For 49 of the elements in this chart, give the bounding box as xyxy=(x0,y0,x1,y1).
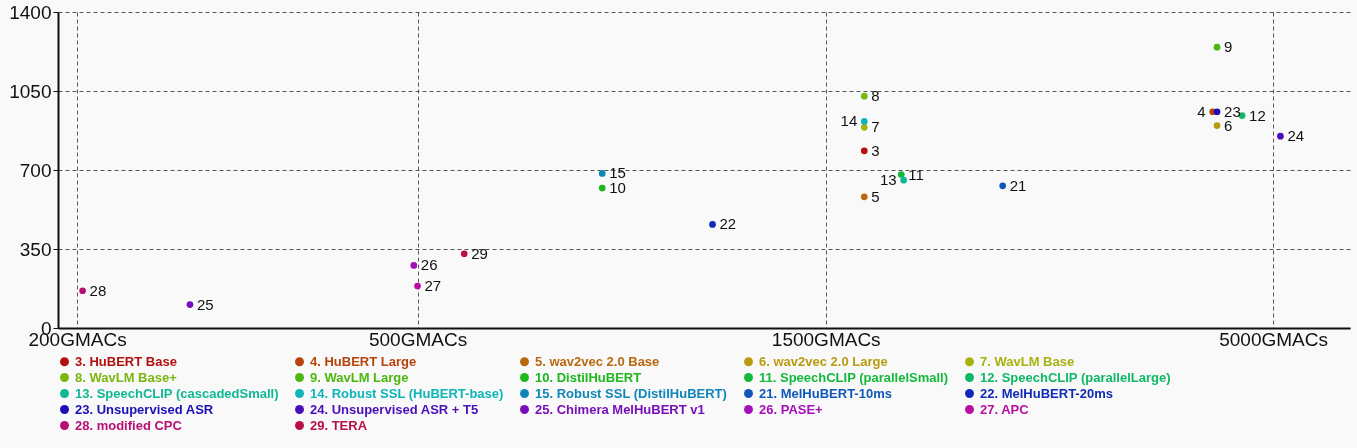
legend-label: 23. Unsupervised ASR xyxy=(75,401,214,417)
annotation: 12 xyxy=(1249,106,1266,124)
legend-label: 21. MelHuBERT-10ms xyxy=(759,385,892,401)
legend-label: 28. modified CPC xyxy=(75,417,183,433)
y-tick-label: 700 xyxy=(19,159,52,181)
annotation: 8 xyxy=(871,87,880,105)
annotation: 11 xyxy=(908,165,924,183)
annotation: 7 xyxy=(871,118,880,136)
annotation: 26 xyxy=(420,256,438,274)
annotation: 29 xyxy=(471,244,488,262)
annotation: 5 xyxy=(871,187,880,205)
legend-label: 24. Unsupervised ASR + T5 xyxy=(310,401,479,417)
legend-label: 8. WavLM Base+ xyxy=(75,369,178,385)
y-tick-label: 1400 xyxy=(9,1,52,23)
x-tick-label: 500GMACs xyxy=(368,328,468,350)
annotation: 21 xyxy=(1009,176,1027,194)
annotation: 3 xyxy=(871,141,880,159)
legend-label: 7. WavLM Base xyxy=(980,353,1075,369)
legend-label: 10. DistilHuBERT xyxy=(535,369,642,385)
legend-label: 4. HuBERT Large xyxy=(310,353,417,369)
annotation: 13 xyxy=(879,171,897,189)
annotation: 9 xyxy=(1224,38,1233,56)
annotation: 28 xyxy=(89,281,107,299)
legend-label: 22. MelHuBERT-20ms xyxy=(980,385,1113,401)
legend-label: 27. APC xyxy=(980,401,1030,417)
legend-label: 11. SpeechCLIP (parallelSmall) xyxy=(759,369,949,385)
y-tick-label: 350 xyxy=(19,238,52,260)
legend-label: 13. SpeechCLIP (cascadedSmall) xyxy=(75,385,279,401)
annotation: 25 xyxy=(196,295,214,313)
annotation: 15 xyxy=(609,164,626,182)
legend-label: 29. TERA xyxy=(310,417,368,433)
legend-label: 14. Robust SSL (HuBERT-base) xyxy=(310,385,504,401)
legend-label: 12. SpeechCLIP (parallelLarge) xyxy=(980,369,1171,385)
legend-label: 9. WavLM Large xyxy=(310,369,409,385)
annotation: 24 xyxy=(1287,127,1305,145)
y-tick-label: 1050 xyxy=(9,80,52,102)
legend-label: 5. wav2vec 2.0 Base xyxy=(535,353,660,369)
annotation: 10 xyxy=(609,179,626,197)
x-tick-label: 1500GMACs xyxy=(771,328,881,350)
annotation: 27 xyxy=(424,277,442,295)
legend-label: 3. HuBERT Base xyxy=(75,353,177,369)
legend-label: 15. Robust SSL (DistilHuBERT) xyxy=(535,385,727,401)
legend-label: 26. PASE+ xyxy=(759,401,824,417)
annotation: 4 xyxy=(1197,102,1206,120)
legend-label: 6. wav2vec 2.0 Large xyxy=(759,353,888,369)
legend-label: 25. Chimera MelHuBERT v1 xyxy=(535,401,705,417)
x-tick-label: 5000GMACs xyxy=(1219,328,1328,350)
annotation: 14 xyxy=(840,112,858,130)
annotation: 22 xyxy=(719,215,737,233)
